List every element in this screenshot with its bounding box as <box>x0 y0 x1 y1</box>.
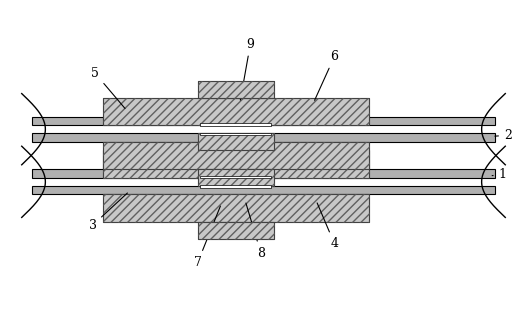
Bar <box>198 169 274 187</box>
Bar <box>103 150 368 178</box>
Text: 5: 5 <box>91 67 125 109</box>
Bar <box>198 81 274 98</box>
Text: 8: 8 <box>246 203 265 259</box>
Bar <box>32 133 495 142</box>
Text: 9: 9 <box>240 38 255 100</box>
Text: 1: 1 <box>492 168 506 181</box>
Bar <box>32 186 495 194</box>
Bar <box>198 169 274 187</box>
Text: 2: 2 <box>495 129 512 142</box>
Text: 7: 7 <box>194 206 220 269</box>
Bar <box>200 176 271 179</box>
Bar <box>198 133 274 150</box>
Text: 4: 4 <box>317 203 338 250</box>
Bar <box>103 98 368 125</box>
Text: 3: 3 <box>89 193 128 232</box>
Bar <box>200 185 271 188</box>
Bar <box>32 169 495 178</box>
Bar <box>198 133 274 150</box>
Text: 6: 6 <box>315 50 338 100</box>
Bar <box>103 98 368 125</box>
Bar <box>198 81 274 98</box>
Bar <box>200 132 271 135</box>
Bar <box>103 150 368 178</box>
Bar <box>198 222 274 239</box>
Bar <box>103 142 368 169</box>
Bar <box>103 194 368 222</box>
Bar <box>103 142 368 169</box>
Bar <box>32 117 495 125</box>
Bar <box>200 123 271 126</box>
Bar <box>198 222 274 239</box>
Bar <box>103 194 368 222</box>
